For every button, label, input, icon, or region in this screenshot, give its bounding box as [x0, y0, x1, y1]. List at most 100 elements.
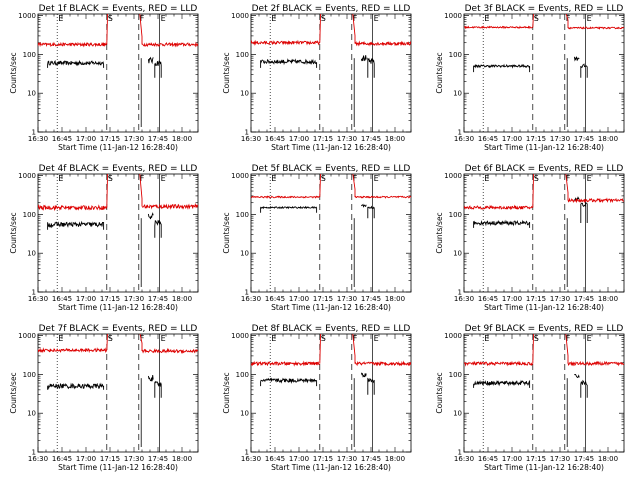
- y-tick-label: 1000: [231, 12, 249, 20]
- x-tick-label: 16:45: [265, 455, 285, 463]
- marker-label: E: [161, 174, 166, 183]
- panel-det-9: Det 9f BLACK = Events, RED = LLD 1 10 100 10…: [435, 324, 625, 472]
- series-lld-fall: [565, 174, 569, 201]
- plot-frame: [37, 173, 199, 293]
- x-tick-label: 17:30: [550, 295, 570, 303]
- series-events-line: [154, 380, 162, 398]
- x-axis-label: Start Time (11-Jan-12 16:28:40): [271, 143, 391, 152]
- y-tick-label: 1: [245, 449, 249, 457]
- series-events-line: [147, 56, 154, 65]
- series-events-line: [367, 205, 375, 219]
- x-tick-label: 18:00: [385, 295, 405, 303]
- y-tick-label: 100: [23, 371, 36, 379]
- series-lld-line: [354, 195, 411, 199]
- x-tick-label: 17:15: [100, 135, 120, 143]
- x-tick-label: 18:00: [172, 295, 192, 303]
- x-tick-label: 17:15: [313, 295, 333, 303]
- y-tick-label: 100: [449, 371, 462, 379]
- marker-label: E: [374, 174, 379, 183]
- x-axis-label: Start Time (11-Jan-12 16:28:40): [484, 143, 604, 152]
- x-tick-label: 18:00: [598, 295, 618, 303]
- marker-label: E: [271, 334, 276, 343]
- x-tick-label: 16:30: [454, 455, 474, 463]
- x-tick-label: 17:00: [76, 135, 96, 143]
- x-axis-label: Start Time (11-Jan-12 16:28:40): [271, 463, 391, 472]
- x-axis-label: Start Time (11-Jan-12 16:28:40): [58, 463, 178, 472]
- series-lld-rise: [319, 14, 321, 43]
- y-tick-label: 1000: [231, 172, 249, 180]
- series-events-line: [367, 377, 375, 395]
- series-events-line: [360, 372, 367, 378]
- x-tick-label: 17:45: [148, 135, 168, 143]
- marker-label: E: [374, 334, 379, 343]
- x-tick-label: 16:30: [241, 295, 261, 303]
- series-events-line: [47, 220, 105, 230]
- marker-label: S: [534, 174, 539, 183]
- panel-title: Det 4f BLACK = Events, RED = LLD: [39, 164, 198, 174]
- x-tick-label: 16:30: [28, 455, 48, 463]
- y-tick-label: 10: [240, 90, 249, 98]
- series-events-line: [47, 59, 105, 68]
- series-events-line: [574, 373, 580, 379]
- y-tick-label: 100: [23, 211, 36, 219]
- series-lld-rise: [319, 334, 321, 364]
- series-lld-line: [567, 26, 624, 30]
- x-tick-label: 17:30: [337, 135, 357, 143]
- series-lld-line: [354, 40, 411, 47]
- y-tick-label: 1: [458, 449, 462, 457]
- panel-title: Det 7f BLACK = Events, RED = LLD: [39, 324, 198, 334]
- plot-frame: [463, 173, 625, 293]
- x-tick-label: 17:30: [550, 135, 570, 143]
- series-lld-line: [464, 360, 534, 367]
- y-tick-label: 100: [23, 51, 36, 59]
- series-events-line: [154, 219, 162, 238]
- x-tick-label: 16:30: [241, 455, 261, 463]
- y-tick-label: 1000: [18, 332, 36, 340]
- series-lld-line: [251, 360, 321, 367]
- series-lld-fall: [139, 14, 143, 45]
- y-tick-label: 10: [453, 90, 462, 98]
- x-tick-label: 17:30: [124, 455, 144, 463]
- x-tick-label: 17:45: [574, 455, 594, 463]
- plot-frame: [250, 333, 412, 453]
- x-tick-label: 17:45: [148, 455, 168, 463]
- y-axis-label: Counts/sec: [222, 52, 231, 93]
- panel-det-1: Det 1f BLACK = Events, RED = LLD 1 10 100 10…: [9, 4, 199, 152]
- y-tick-label: 1000: [18, 12, 36, 20]
- series-lld-line: [141, 41, 198, 48]
- y-tick-label: 1000: [18, 172, 36, 180]
- marker-label: E: [161, 334, 166, 343]
- marker-label: F: [353, 174, 358, 183]
- x-tick-label: 17:00: [289, 295, 309, 303]
- x-tick-label: 17:00: [502, 135, 522, 143]
- x-tick-label: 16:45: [478, 455, 498, 463]
- panel-title: Det 6f BLACK = Events, RED = LLD: [465, 164, 624, 174]
- y-tick-label: 1: [245, 289, 249, 297]
- marker-label: S: [108, 334, 113, 343]
- x-tick-label: 17:45: [361, 135, 381, 143]
- x-tick-label: 17:45: [148, 295, 168, 303]
- x-axis-label: Start Time (11-Jan-12 16:28:40): [271, 303, 391, 312]
- series-lld-line: [251, 195, 320, 199]
- series-lld-rise: [532, 174, 535, 208]
- x-tick-label: 17:00: [502, 455, 522, 463]
- series-events-line: [473, 63, 531, 73]
- series-events-line: [47, 382, 105, 390]
- x-tick-label: 17:15: [100, 455, 120, 463]
- y-tick-label: 1000: [444, 12, 462, 20]
- series-lld-rise: [106, 14, 109, 45]
- series-lld-fall: [139, 174, 143, 207]
- series-lld-line: [354, 360, 411, 367]
- series-events-line: [260, 58, 318, 68]
- x-tick-label: 16:30: [28, 135, 48, 143]
- series-lld-line: [464, 25, 533, 30]
- marker-label: E: [58, 174, 63, 183]
- x-axis-label: Start Time (11-Jan-12 16:28:40): [58, 303, 178, 312]
- y-tick-label: 1: [32, 449, 36, 457]
- marker-label: S: [321, 334, 326, 343]
- series-events-line: [580, 63, 588, 78]
- x-tick-label: 17:30: [337, 295, 357, 303]
- y-tick-label: 100: [449, 211, 462, 219]
- x-tick-label: 17:00: [76, 455, 96, 463]
- series-events-line: [367, 57, 375, 78]
